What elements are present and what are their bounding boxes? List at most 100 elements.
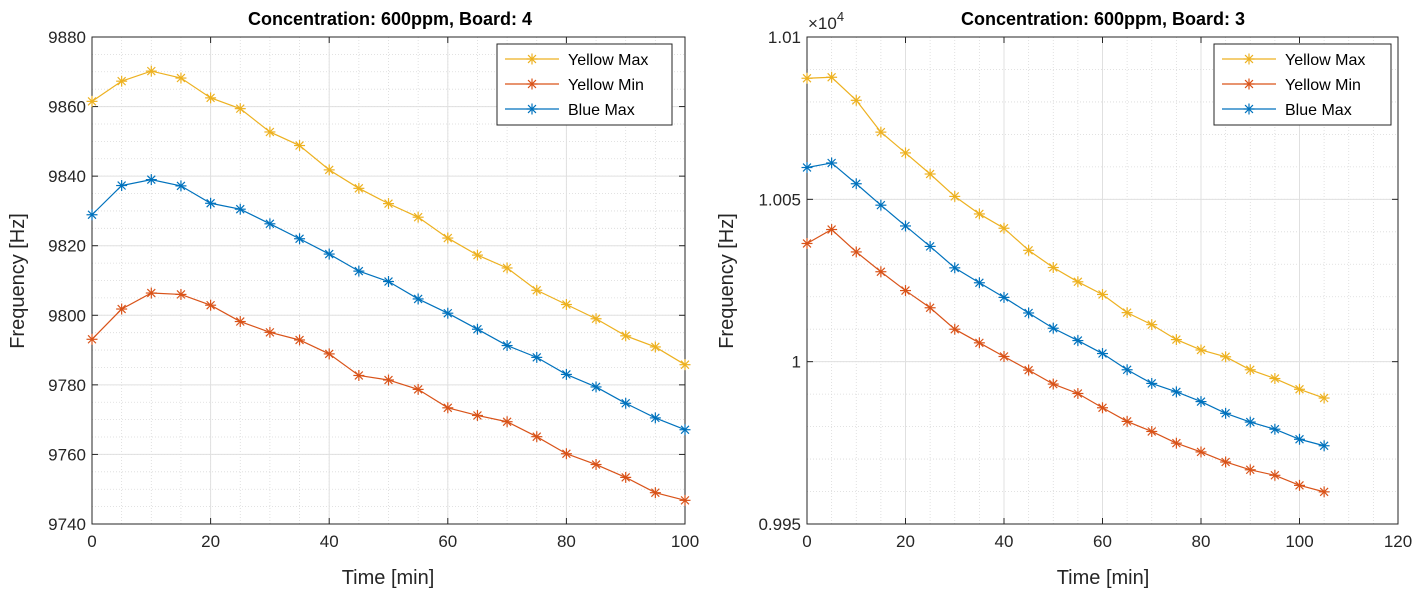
asterisk-marker <box>145 65 157 77</box>
asterisk-marker <box>1244 416 1256 428</box>
series-yellow-min <box>86 287 691 506</box>
asterisk-marker <box>900 147 911 159</box>
asterisk-marker <box>949 262 961 274</box>
asterisk-marker <box>973 337 985 349</box>
y-tick-label: 9760 <box>48 445 86 464</box>
asterisk-marker <box>826 71 838 83</box>
asterisk-marker <box>1146 319 1158 331</box>
asterisk-marker <box>850 178 862 190</box>
chart-board-3: Concentration: 600ppm, Board: 3 Time [mi… <box>716 9 1412 589</box>
x-tick-label: 100 <box>671 532 699 551</box>
asterisk-marker <box>1121 307 1133 319</box>
y-tick-label: 9860 <box>48 98 86 117</box>
exponent-base: ×10 <box>808 14 837 33</box>
asterisk-marker <box>1243 78 1255 90</box>
asterisk-marker <box>1121 415 1133 427</box>
asterisk-marker <box>145 174 157 186</box>
asterisk-marker <box>875 199 887 211</box>
asterisk-marker <box>1072 387 1084 399</box>
asterisk-marker <box>234 203 246 215</box>
asterisk-marker <box>924 168 936 180</box>
asterisk-marker <box>924 240 936 252</box>
series-group <box>86 65 691 506</box>
asterisk-marker <box>973 208 985 220</box>
asterisk-marker <box>1220 456 1232 468</box>
asterisk-marker <box>1097 402 1108 414</box>
legend-item: Blue Max <box>1222 102 1352 119</box>
asterisk-marker <box>145 287 157 299</box>
asterisk-marker <box>353 369 365 381</box>
asterisk-marker <box>826 224 838 236</box>
x-tick-label: 100 <box>1285 532 1313 551</box>
x-tick-label: 60 <box>438 532 457 551</box>
asterisk-marker <box>1097 288 1108 300</box>
asterisk-marker <box>531 351 543 363</box>
asterisk-marker <box>383 374 394 386</box>
asterisk-marker <box>924 302 936 314</box>
asterisk-marker <box>1023 364 1035 376</box>
asterisk-marker <box>175 180 187 192</box>
asterisk-marker <box>1318 440 1330 452</box>
asterisk-marker <box>1243 53 1255 65</box>
legend-item: Yellow Max <box>505 52 648 69</box>
series-blue-max <box>801 157 1330 452</box>
asterisk-marker <box>998 350 1010 362</box>
y-axis-label: Frequency [Hz] <box>7 213 29 349</box>
y-tick-label: 1.005 <box>758 190 801 209</box>
asterisk-marker <box>86 209 98 221</box>
axes-box <box>91 36 686 525</box>
asterisk-marker <box>175 72 187 84</box>
series-line <box>806 162 1325 447</box>
series-line <box>806 228 1325 493</box>
x-tick-label: 0 <box>802 532 811 551</box>
x-tick-label: 40 <box>995 532 1014 551</box>
asterisk-marker <box>1269 423 1281 435</box>
asterisk-marker <box>826 157 838 169</box>
series-yellow-max <box>86 65 691 371</box>
x-tick-label: 0 <box>87 532 96 551</box>
asterisk-marker <box>620 330 632 342</box>
asterisk-marker <box>1146 377 1158 389</box>
asterisk-marker <box>323 164 335 176</box>
legend-item: Yellow Max <box>1222 52 1365 69</box>
chart-title: Concentration: 600ppm, Board: 3 <box>961 9 1245 29</box>
asterisk-marker <box>1195 446 1207 458</box>
asterisk-marker <box>949 190 961 202</box>
asterisk-marker <box>116 303 128 315</box>
asterisk-marker <box>1318 392 1330 404</box>
y-tick-label: 9840 <box>48 167 86 186</box>
asterisk-marker <box>526 78 538 90</box>
asterisk-marker <box>850 94 862 106</box>
asterisk-marker <box>590 313 602 325</box>
asterisk-marker <box>501 416 513 428</box>
asterisk-marker <box>1170 437 1182 449</box>
x-tick-label: 20 <box>896 532 915 551</box>
asterisk-marker <box>1195 344 1207 356</box>
asterisk-marker <box>1244 364 1256 376</box>
y-tick-label: 0.995 <box>758 515 801 534</box>
asterisk-marker <box>442 307 454 319</box>
asterisk-marker <box>1072 335 1084 347</box>
asterisk-marker <box>264 218 276 230</box>
x-tick-label: 80 <box>557 532 576 551</box>
asterisk-marker <box>205 299 217 311</box>
asterisk-marker <box>1269 373 1281 385</box>
asterisk-marker <box>205 92 217 104</box>
ticks: 0 20 40 60 80 100 120 0.995 1 1.005 1.01 <box>758 28 1412 551</box>
asterisk-marker <box>998 222 1010 234</box>
asterisk-marker <box>116 180 128 192</box>
asterisk-marker <box>412 383 424 395</box>
y-tick-label: 9780 <box>48 376 86 395</box>
asterisk-marker <box>620 397 632 409</box>
asterisk-marker <box>1294 383 1305 395</box>
legend-item: Yellow Min <box>1222 77 1361 94</box>
asterisk-marker <box>998 291 1010 303</box>
asterisk-marker <box>1121 364 1133 376</box>
asterisk-marker <box>1047 378 1059 390</box>
asterisk-marker <box>1294 479 1305 491</box>
asterisk-marker <box>294 233 306 245</box>
asterisk-marker <box>526 53 538 65</box>
asterisk-marker <box>679 494 691 506</box>
y-tick-label: 1 <box>792 353 801 372</box>
asterisk-marker <box>205 197 217 209</box>
